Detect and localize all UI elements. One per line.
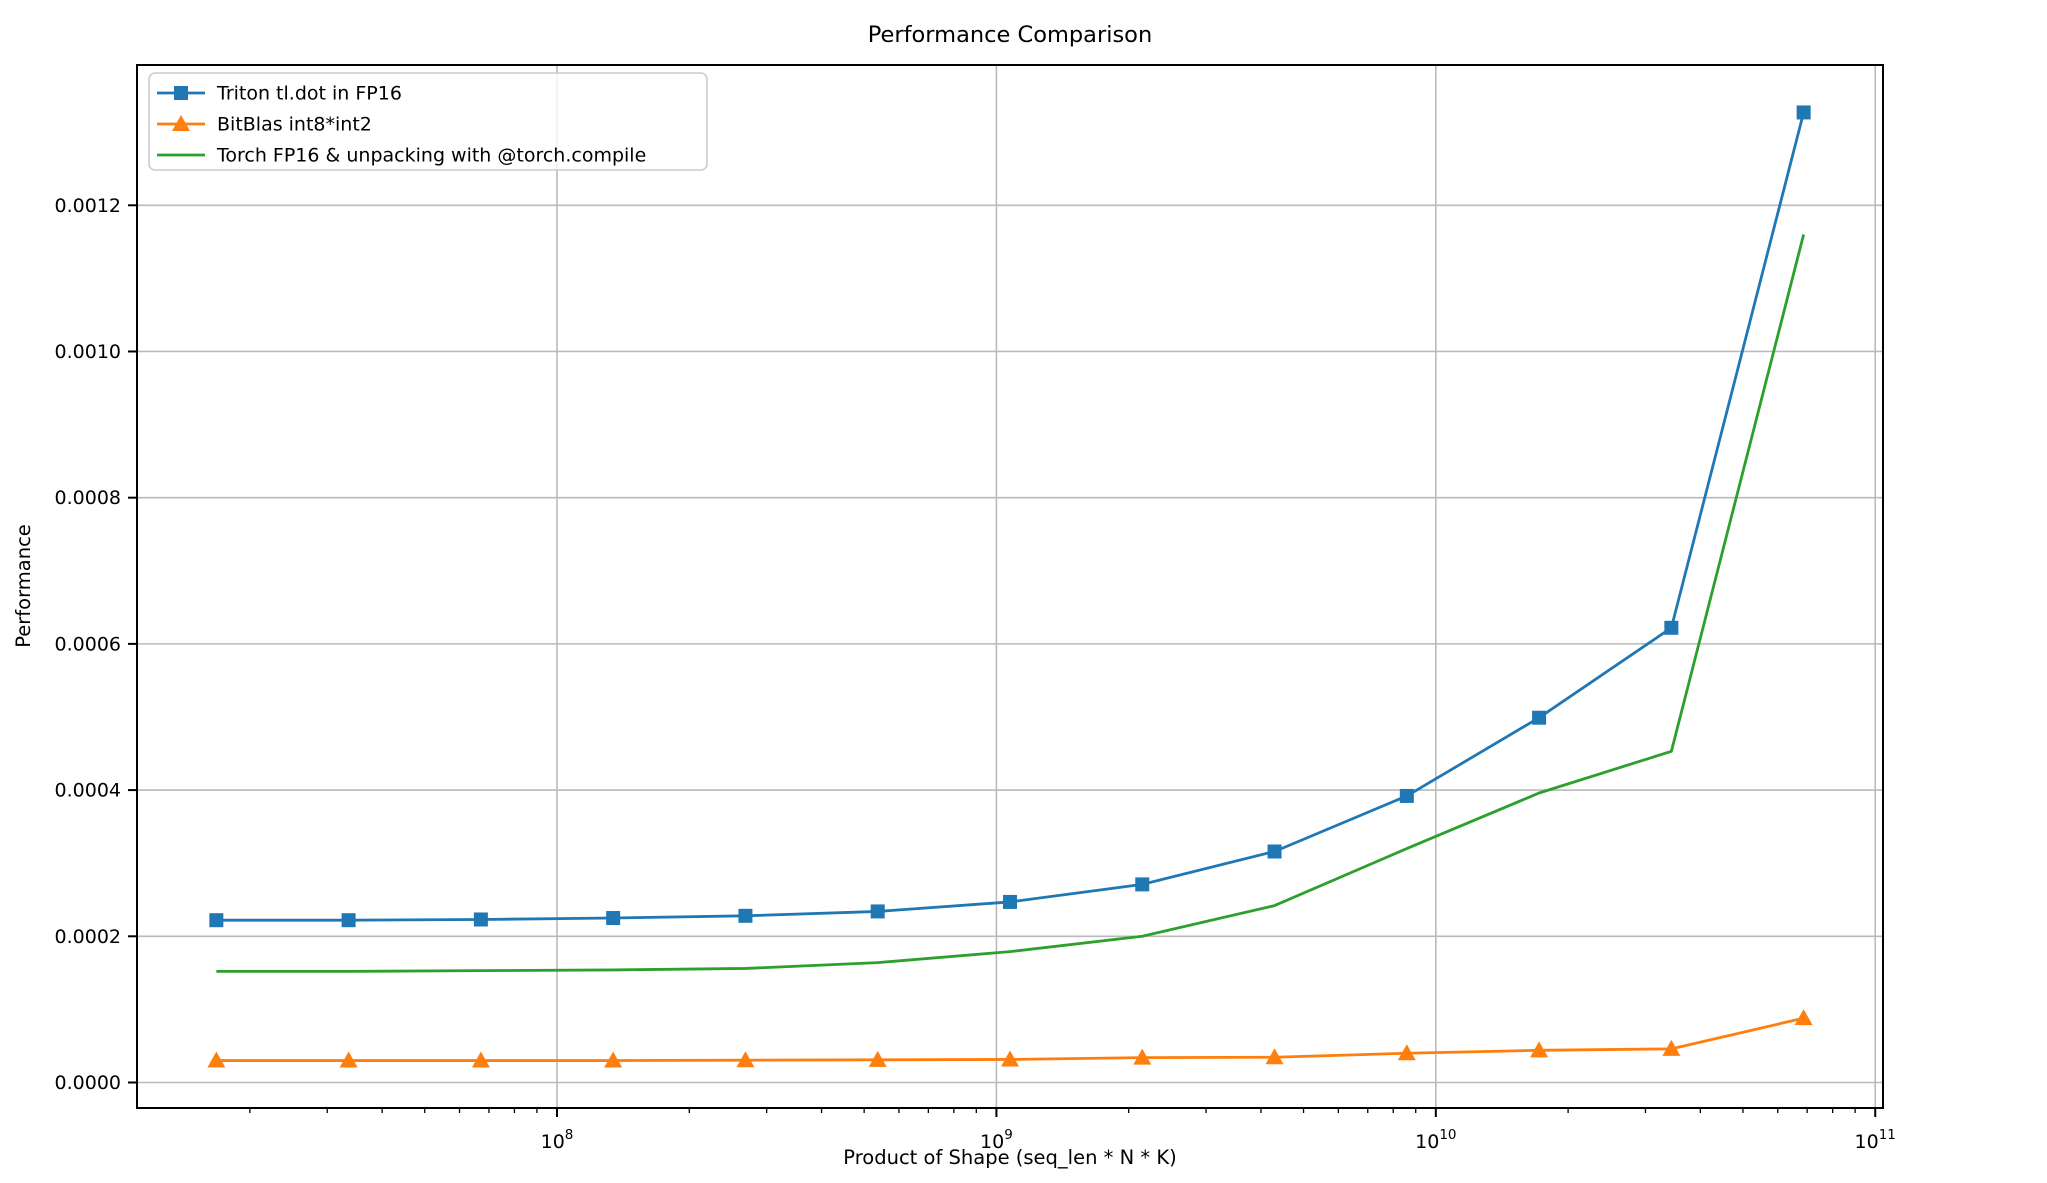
triangle-marker xyxy=(1397,1044,1416,1061)
triangle-marker xyxy=(471,1051,490,1068)
triangle-marker xyxy=(1000,1050,1019,1067)
square-marker xyxy=(870,904,885,919)
x-tick-label: 108 xyxy=(541,1127,574,1153)
series-2 xyxy=(216,234,1805,973)
triangle-marker xyxy=(1662,1039,1681,1056)
grid-lines xyxy=(137,65,1883,1108)
triangle-marker xyxy=(868,1050,887,1067)
triangle-marker xyxy=(172,115,190,131)
square-marker xyxy=(738,908,753,923)
triangle-marker xyxy=(207,1051,226,1068)
square-marker xyxy=(473,912,488,927)
square-marker xyxy=(1796,105,1811,120)
square-marker xyxy=(1002,894,1017,909)
square-marker xyxy=(209,913,224,928)
plot-border xyxy=(136,64,1884,1109)
legend-items: Triton tl.dot in FP16 BitBlas int8*int2 To… xyxy=(157,83,646,167)
x-tick-label: 109 xyxy=(980,1127,1013,1153)
y-tick-label: 0.0006 xyxy=(55,633,121,655)
triangle-marker xyxy=(1265,1048,1284,1065)
y-tick-label: 0.0008 xyxy=(55,487,121,509)
legend-label: Torch FP16 & unpacking with @torch.compi… xyxy=(216,145,646,167)
data-series xyxy=(207,105,1813,1068)
legend: Triton tl.dot in FP16 BitBlas int8*int2 To… xyxy=(148,72,708,171)
y-tick-label: 0.0000 xyxy=(55,1072,121,1094)
triangle-marker xyxy=(1530,1041,1549,1058)
legend-label: Triton tl.dot in FP16 xyxy=(216,83,402,105)
legend-label: BitBlas int8*int2 xyxy=(217,114,372,136)
square-marker xyxy=(1664,620,1679,635)
square-marker xyxy=(174,86,188,100)
y-tick-label: 0.0010 xyxy=(55,341,121,363)
triangle-marker xyxy=(1133,1048,1152,1065)
square-marker xyxy=(1399,788,1414,803)
legend-item: Triton tl.dot in FP16 xyxy=(157,83,402,105)
legend-item: Torch FP16 & unpacking with @torch.compi… xyxy=(157,145,646,167)
y-tick-label: 0.0012 xyxy=(55,195,121,217)
triangle-marker xyxy=(339,1051,358,1068)
x-tick-label: 1010 xyxy=(1415,1127,1456,1153)
series-0 xyxy=(209,105,1811,928)
axis-ticks xyxy=(128,204,1877,1117)
square-marker xyxy=(341,913,356,928)
y-axis-label: Performance xyxy=(12,524,35,648)
x-axis-label: Product of Shape (seq_len * N * K) xyxy=(843,1146,1176,1169)
x-tick-label: 1011 xyxy=(1855,1127,1896,1153)
y-tick-label: 0.0004 xyxy=(55,780,121,802)
series-1 xyxy=(207,1009,1813,1068)
series-line xyxy=(216,234,1805,973)
square-marker xyxy=(1532,710,1547,725)
chart-title: Performance Comparison xyxy=(868,22,1152,48)
axis-tick-labels: 0.0000 0.0002 0.0004 0.0006 0.0008 0.0010 0.00… xyxy=(55,195,1896,1153)
square-marker xyxy=(1135,877,1150,892)
legend-box xyxy=(148,72,708,171)
legend-item: BitBlas int8*int2 xyxy=(157,114,372,136)
triangle-marker xyxy=(604,1051,623,1068)
triangle-marker xyxy=(1794,1009,1813,1026)
square-marker xyxy=(1267,844,1282,859)
square-marker xyxy=(606,911,621,926)
y-tick-label: 0.0002 xyxy=(55,926,121,948)
triangle-marker xyxy=(736,1051,755,1068)
